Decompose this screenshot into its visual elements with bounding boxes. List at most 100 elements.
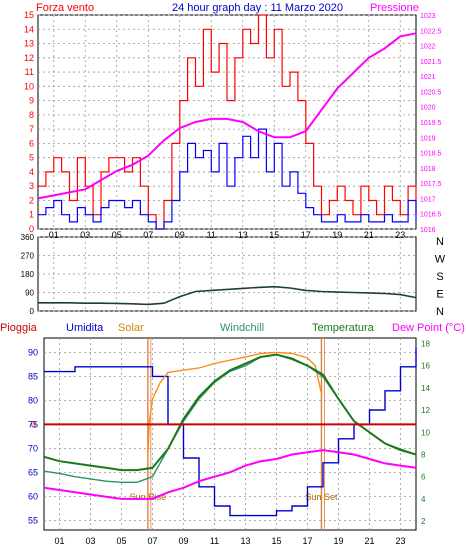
wind-time-tick: 01 (49, 230, 59, 240)
direction-axis-tick: 180 (21, 270, 35, 279)
direction-axis-tick: 270 (21, 252, 35, 261)
temperature-line (43, 353, 417, 472)
wind-axis-tick: 13 (24, 39, 34, 49)
wind-time-tick: 15 (269, 230, 279, 240)
pressure-axis-tick: 1016 (420, 227, 436, 234)
dewpoint-line (43, 449, 417, 500)
pressure-label: Pressione (370, 2, 419, 14)
wind-time-tick: 11 (207, 230, 216, 240)
climate-time-tick: 09 (178, 536, 188, 546)
wind-time-tick: 05 (112, 230, 122, 240)
sunrise-label: Sun Rise (130, 492, 167, 502)
wind-time-tick: 07 (143, 230, 153, 240)
wind-time-tick: 21 (364, 230, 374, 240)
pressure-axis-tick: 1019 (420, 135, 436, 142)
humidity-axis-tick: 55 (28, 515, 38, 525)
sunset-label: Sun Set (305, 492, 338, 502)
wind-force-label: Forza vento (36, 2, 94, 14)
climate-time-tick: 13 (240, 536, 250, 546)
wind-axis-tick: 12 (24, 53, 34, 63)
climate-time-tick: 05 (116, 536, 126, 546)
windchill-label: Windchill (220, 322, 264, 334)
wind-time-tick: 13 (238, 230, 248, 240)
temperature-axis-tick: 14 (421, 384, 430, 393)
temperature-axis-tick: 4 (421, 495, 426, 504)
wind-axis-tick: 14 (24, 24, 34, 34)
dewpoint-label: Dew Point (°C) (392, 322, 465, 334)
humidity-axis-tick: 70 (28, 443, 38, 453)
climate-time-tick: 19 (333, 536, 343, 546)
pressure-axis-tick: 1022.5 (420, 28, 442, 35)
pressure-axis-tick: 1021.5 (420, 59, 442, 66)
wind-axis-tick: 3 (29, 181, 34, 191)
wind-time-tick: 03 (80, 230, 90, 240)
direction-axis-tick: 90 (25, 289, 34, 298)
humidity-line (44, 347, 417, 517)
temperature-axis-tick: 12 (421, 406, 430, 415)
wind-axis-tick: 15 (24, 10, 34, 20)
direction-axis-tick: 0 (30, 307, 35, 316)
pressure-axis-tick: 1019.5 (420, 120, 442, 127)
compass-label: S (436, 271, 443, 283)
wind-avg-line (38, 128, 417, 230)
pressure-axis-tick: 1021 (420, 74, 436, 81)
climate-time-tick: 11 (210, 536, 219, 546)
compass-label: E (436, 289, 443, 301)
climate-time-tick: 03 (85, 536, 95, 546)
wind-axis-tick: 7 (29, 124, 34, 134)
pressure-axis-tick: 1017.5 (420, 181, 442, 188)
temperature-axis-tick: 16 (421, 362, 430, 371)
climate-time-tick: 07 (147, 536, 157, 546)
humidity-axis-tick: 90 (28, 347, 38, 357)
rain-zero-label: 0 (31, 419, 36, 429)
pressure-axis-tick: 1016.5 (420, 212, 442, 219)
pressure-axis-tick: 1022 (420, 44, 436, 51)
climate-time-tick: 01 (54, 536, 64, 546)
rain-label: Pioggia (0, 322, 38, 334)
direction-line (38, 285, 417, 306)
wind-axis-tick: 1 (29, 210, 34, 220)
direction-axis-tick: 360 (21, 233, 35, 242)
chart-title: 24 hour graph day : 11 Marzo 2020 (172, 2, 343, 14)
wind-axis-tick: 8 (29, 110, 34, 120)
pressure-axis-tick: 1018.5 (420, 151, 442, 158)
climate-time-tick: 17 (302, 536, 312, 546)
solar-label: Solar (118, 322, 144, 334)
humidity-axis-tick: 60 (28, 491, 38, 501)
pressure-axis-tick: 1020 (420, 105, 436, 112)
wind-axis-tick: 6 (29, 138, 34, 148)
wind-time-tick: 23 (395, 230, 405, 240)
pressure-axis-tick: 1023 (420, 13, 436, 20)
temperature-axis-tick: 6 (421, 473, 426, 482)
compass-label: W (435, 254, 446, 266)
pressure-line (37, 32, 417, 200)
compass-label: N (436, 306, 444, 318)
temperature-axis-tick: 2 (421, 517, 426, 526)
humidity-axis-tick: 85 (28, 371, 38, 381)
humidity-axis-tick: 65 (28, 467, 38, 477)
humidity-axis-tick: 75 (28, 419, 38, 429)
climate-time-tick: 23 (395, 536, 405, 546)
compass-label: N (436, 236, 444, 248)
humidity-label: Umidita (66, 322, 104, 334)
temperature-axis-tick: 18 (421, 340, 430, 349)
wind-time-tick: 09 (175, 230, 185, 240)
pressure-axis-tick: 1017 (420, 196, 436, 203)
wind-axis-tick: 2 (29, 195, 34, 205)
humidity-axis-tick: 80 (28, 395, 38, 405)
temperature-axis-tick: 10 (421, 428, 430, 437)
wind-axis-tick: 0 (29, 224, 34, 234)
wind-axis-tick: 5 (29, 153, 34, 163)
wind-axis-tick: 11 (25, 67, 34, 77)
climate-time-tick: 21 (364, 536, 374, 546)
wind-axis-tick: 10 (24, 81, 34, 91)
climate-time-tick: 15 (271, 536, 281, 546)
solar-line (147, 351, 323, 455)
wind-axis-tick: 9 (29, 96, 34, 106)
wind-axis-tick: 4 (29, 167, 34, 177)
wind-time-tick: 19 (332, 230, 342, 240)
pressure-axis-tick: 1018 (420, 166, 436, 173)
temperature-label: Temperatura (312, 322, 375, 334)
wind-time-tick: 17 (301, 230, 311, 240)
